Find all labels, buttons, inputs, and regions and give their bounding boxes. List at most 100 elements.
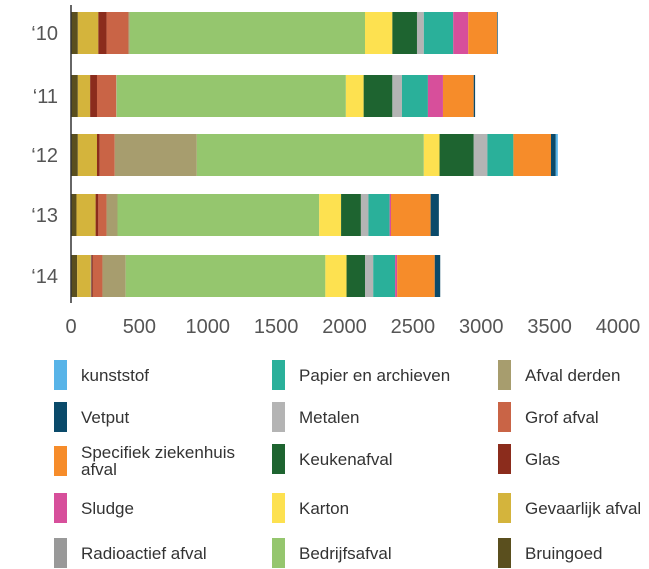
bar-segment	[128, 12, 129, 54]
bar-segment	[100, 134, 115, 176]
legend-item: Glas	[498, 444, 649, 474]
legend-swatch	[498, 538, 511, 568]
legend-label: Radioactief afval	[81, 545, 251, 562]
legend-item: Bruingoed	[498, 538, 649, 568]
bar-segment	[364, 75, 393, 117]
bar-segment	[77, 255, 91, 297]
category-label: ‘13	[31, 205, 58, 227]
legend-label: Metalen	[299, 409, 469, 426]
x-tick-label: 3000	[459, 316, 504, 338]
bar-segment	[428, 75, 443, 117]
legend-item: kunststof	[54, 360, 251, 390]
bar-segment	[197, 134, 424, 176]
bar-segment	[319, 194, 341, 236]
bar-segment	[71, 75, 78, 117]
legend-item: Gevaarlijk afval	[498, 493, 649, 523]
bar-segment	[417, 12, 424, 54]
legend-swatch	[272, 360, 285, 390]
bar-segment	[78, 75, 90, 117]
bar-segment	[91, 255, 92, 297]
legend-label: Grof afval	[525, 409, 649, 426]
legend-item: Radioactief afval	[54, 538, 251, 568]
bar-segment	[474, 75, 475, 117]
bar-segment	[391, 194, 431, 236]
bar-segment	[126, 255, 326, 297]
bar-segment	[424, 12, 453, 54]
bar-segment	[361, 194, 369, 236]
bar-segment	[116, 75, 117, 117]
x-tick-label: 1500	[254, 316, 299, 338]
bar-segment	[390, 194, 391, 236]
bar-segment	[97, 75, 116, 117]
legend-item: Keukenafval	[272, 444, 469, 474]
x-tick-label: 1000	[186, 316, 231, 338]
bar-segment	[468, 12, 497, 54]
bar-segment	[368, 194, 389, 236]
bars-group	[71, 12, 558, 297]
bar-segment	[551, 134, 556, 176]
bar-segment	[71, 134, 78, 176]
bar-segment	[431, 194, 439, 236]
bar-segment	[78, 12, 99, 54]
bar-segment	[325, 255, 346, 297]
legend-swatch	[272, 402, 285, 432]
legend-swatch	[54, 493, 67, 523]
category-label: ‘12	[31, 145, 58, 167]
bar-segment	[397, 255, 435, 297]
legend-label: Afval derden	[525, 367, 649, 384]
bar-segment	[453, 12, 468, 54]
bar-segment	[78, 134, 97, 176]
x-tick-label: 2500	[391, 316, 436, 338]
legend-swatch	[498, 360, 511, 390]
bar-segment	[117, 75, 346, 117]
x-tick-label: 4000	[596, 316, 641, 338]
legend-label: Glas	[525, 451, 649, 468]
bar-segment	[513, 134, 551, 176]
bar-segment	[102, 255, 125, 297]
category-label: ‘14	[31, 266, 58, 288]
legend-swatch	[272, 444, 285, 474]
legend-item: Specifiek ziekenhuis afval	[54, 444, 251, 478]
bar-segment	[365, 255, 373, 297]
category-label: ‘10	[31, 23, 58, 45]
legend-swatch	[54, 446, 67, 476]
legend-label: Gevaarlijk afval	[525, 500, 649, 517]
bar-segment	[373, 255, 395, 297]
bar-segment	[98, 194, 106, 236]
legend-item: Bedrijfsafval	[272, 538, 469, 568]
legend-swatch	[54, 402, 67, 432]
x-tick-label: 2000	[322, 316, 367, 338]
bar-segment	[347, 255, 365, 297]
stacked-bar-chart: ‘10 ‘11 ‘12 ‘13 ‘14 0 500 1000 1500 2000 2500 3000…	[0, 0, 649, 340]
legend-label: Specifiek ziekenhuis afval	[81, 444, 251, 478]
bar-segment	[392, 12, 417, 54]
bar-segment	[392, 75, 402, 117]
x-tick-label: 3500	[527, 316, 572, 338]
bar-segment	[115, 134, 197, 176]
bar-segment	[107, 194, 118, 236]
x-tick-labels: 0 500 1000 1500 2000 2500 3000 3500 4000	[65, 316, 640, 338]
bar-segment	[443, 75, 474, 117]
legend-label: Keukenafval	[299, 451, 469, 468]
bar-segment	[365, 12, 392, 54]
bar-segment	[487, 134, 513, 176]
bar-segment	[90, 75, 97, 117]
legend-swatch	[498, 402, 511, 432]
bar-segment	[497, 12, 498, 54]
x-tick-label: 500	[123, 316, 156, 338]
bar-segment	[97, 134, 100, 176]
category-labels: ‘10 ‘11 ‘12 ‘13 ‘14	[31, 23, 58, 288]
legend-swatch	[272, 493, 285, 523]
bar-segment	[402, 75, 428, 117]
bar-segment	[435, 255, 440, 297]
bar-segment	[71, 12, 78, 54]
legend-label: kunststof	[81, 367, 251, 384]
bar-segment	[92, 255, 93, 297]
legend-item: Karton	[272, 493, 469, 523]
legend-item: Vetput	[54, 402, 251, 432]
bar-segment	[474, 134, 488, 176]
bar-segment	[341, 194, 361, 236]
bar-segment	[440, 134, 474, 176]
legend-label: Papier en archieven	[299, 367, 469, 384]
legend-swatch	[272, 538, 285, 568]
